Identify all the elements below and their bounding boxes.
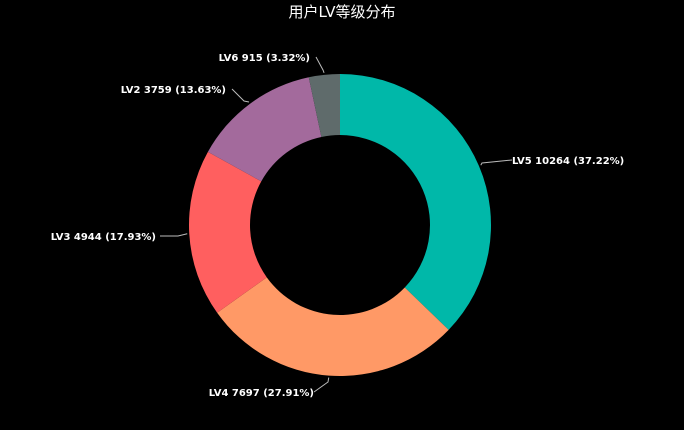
- donut-slice-lv3: [189, 151, 267, 313]
- leader-line-lv6: [315, 56, 325, 74]
- leader-line-lv4: [313, 377, 330, 393]
- leader-line-lv3: [160, 233, 188, 237]
- chart-title: 用户LV等级分布: [288, 3, 396, 21]
- data-label-lv6: LV6 915 (3.32%): [219, 53, 310, 64]
- donut-slice-lv6: [308, 74, 340, 137]
- data-label-lv2: LV2 3759 (13.63%): [121, 85, 226, 96]
- donut-slice-lv4: [217, 277, 449, 376]
- data-label-lv3: LV3 4944 (17.93%): [51, 232, 156, 243]
- donut-slice-lv5: [340, 74, 491, 330]
- leader-line-lv2: [231, 88, 250, 103]
- data-label-lv5: LV5 10264 (37.22%): [512, 156, 624, 167]
- donut-slice-lv2: [207, 77, 322, 182]
- leader-line-lv5: [480, 159, 513, 166]
- data-label-lv4: LV4 7697 (27.91%): [209, 388, 314, 399]
